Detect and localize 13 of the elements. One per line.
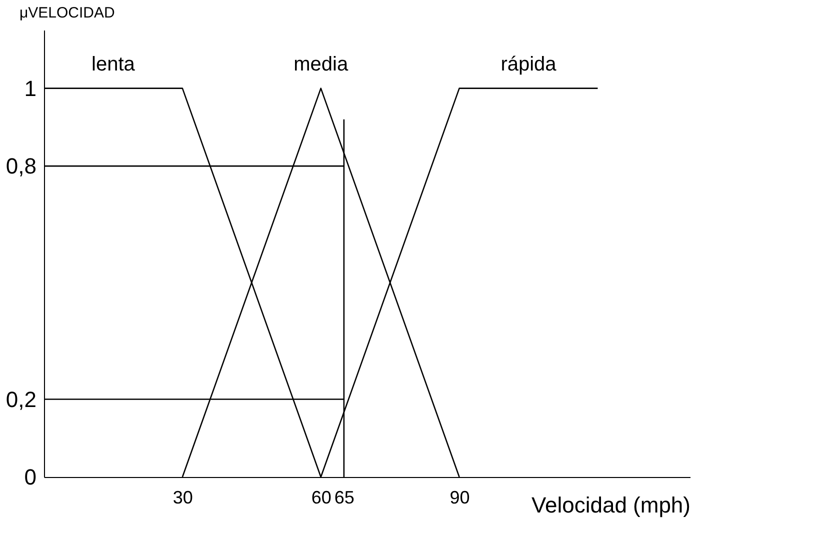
series-label: media: [294, 53, 349, 76]
series-label: lenta: [92, 53, 136, 76]
series-label: rápida: [500, 53, 558, 76]
y-tick-label: 1: [24, 76, 36, 101]
y-tick-label: 0: [24, 464, 36, 490]
y-tick-label: 0,8: [6, 154, 36, 179]
x-tick-label: 90: [450, 488, 470, 508]
x-tick-label: 60: [311, 488, 332, 508]
x-tick-label: 65: [334, 488, 354, 508]
x-tick-label: 30: [172, 488, 193, 508]
y-axis-title: μVELOCIDAD: [20, 4, 115, 22]
y-tick-label: 0,2: [6, 386, 36, 412]
x-axis-title: Velocidad (mph): [532, 492, 690, 518]
